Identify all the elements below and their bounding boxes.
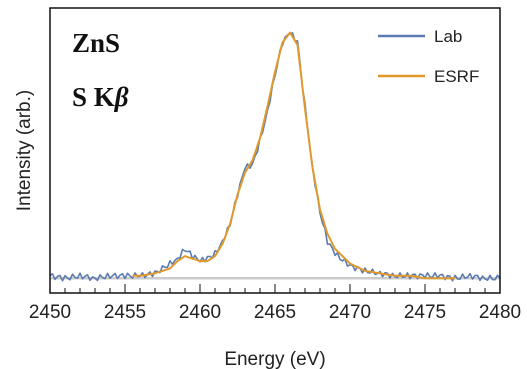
legend: Lab ESRF [378,27,479,86]
x-tick-label: 2465 [254,302,296,323]
line-annotation: S Kβ [72,82,129,112]
x-tick-layer: 2450 2455 2460 2465 2470 2475 2480 [29,284,521,323]
x-tick-label: 2460 [179,302,221,323]
series-layer [49,31,501,282]
compound-annotation: ZnS [72,28,120,58]
legend-label-esrf: ESRF [434,67,479,86]
legend-label-lab: Lab [434,27,462,46]
series-line-esrf [132,31,455,280]
x-tick-label: 2480 [479,302,521,323]
line-annotation-main: S K [72,82,115,112]
line-annotation-greek: β [114,82,129,112]
x-tick-label: 2475 [404,302,446,323]
x-tick-label: 2455 [104,302,146,323]
y-axis-label: Intensity (arb.) [14,90,35,211]
x-axis-label: Energy (eV) [224,349,325,369]
x-tick-label: 2450 [29,302,71,323]
x-tick-label: 2470 [329,302,371,323]
